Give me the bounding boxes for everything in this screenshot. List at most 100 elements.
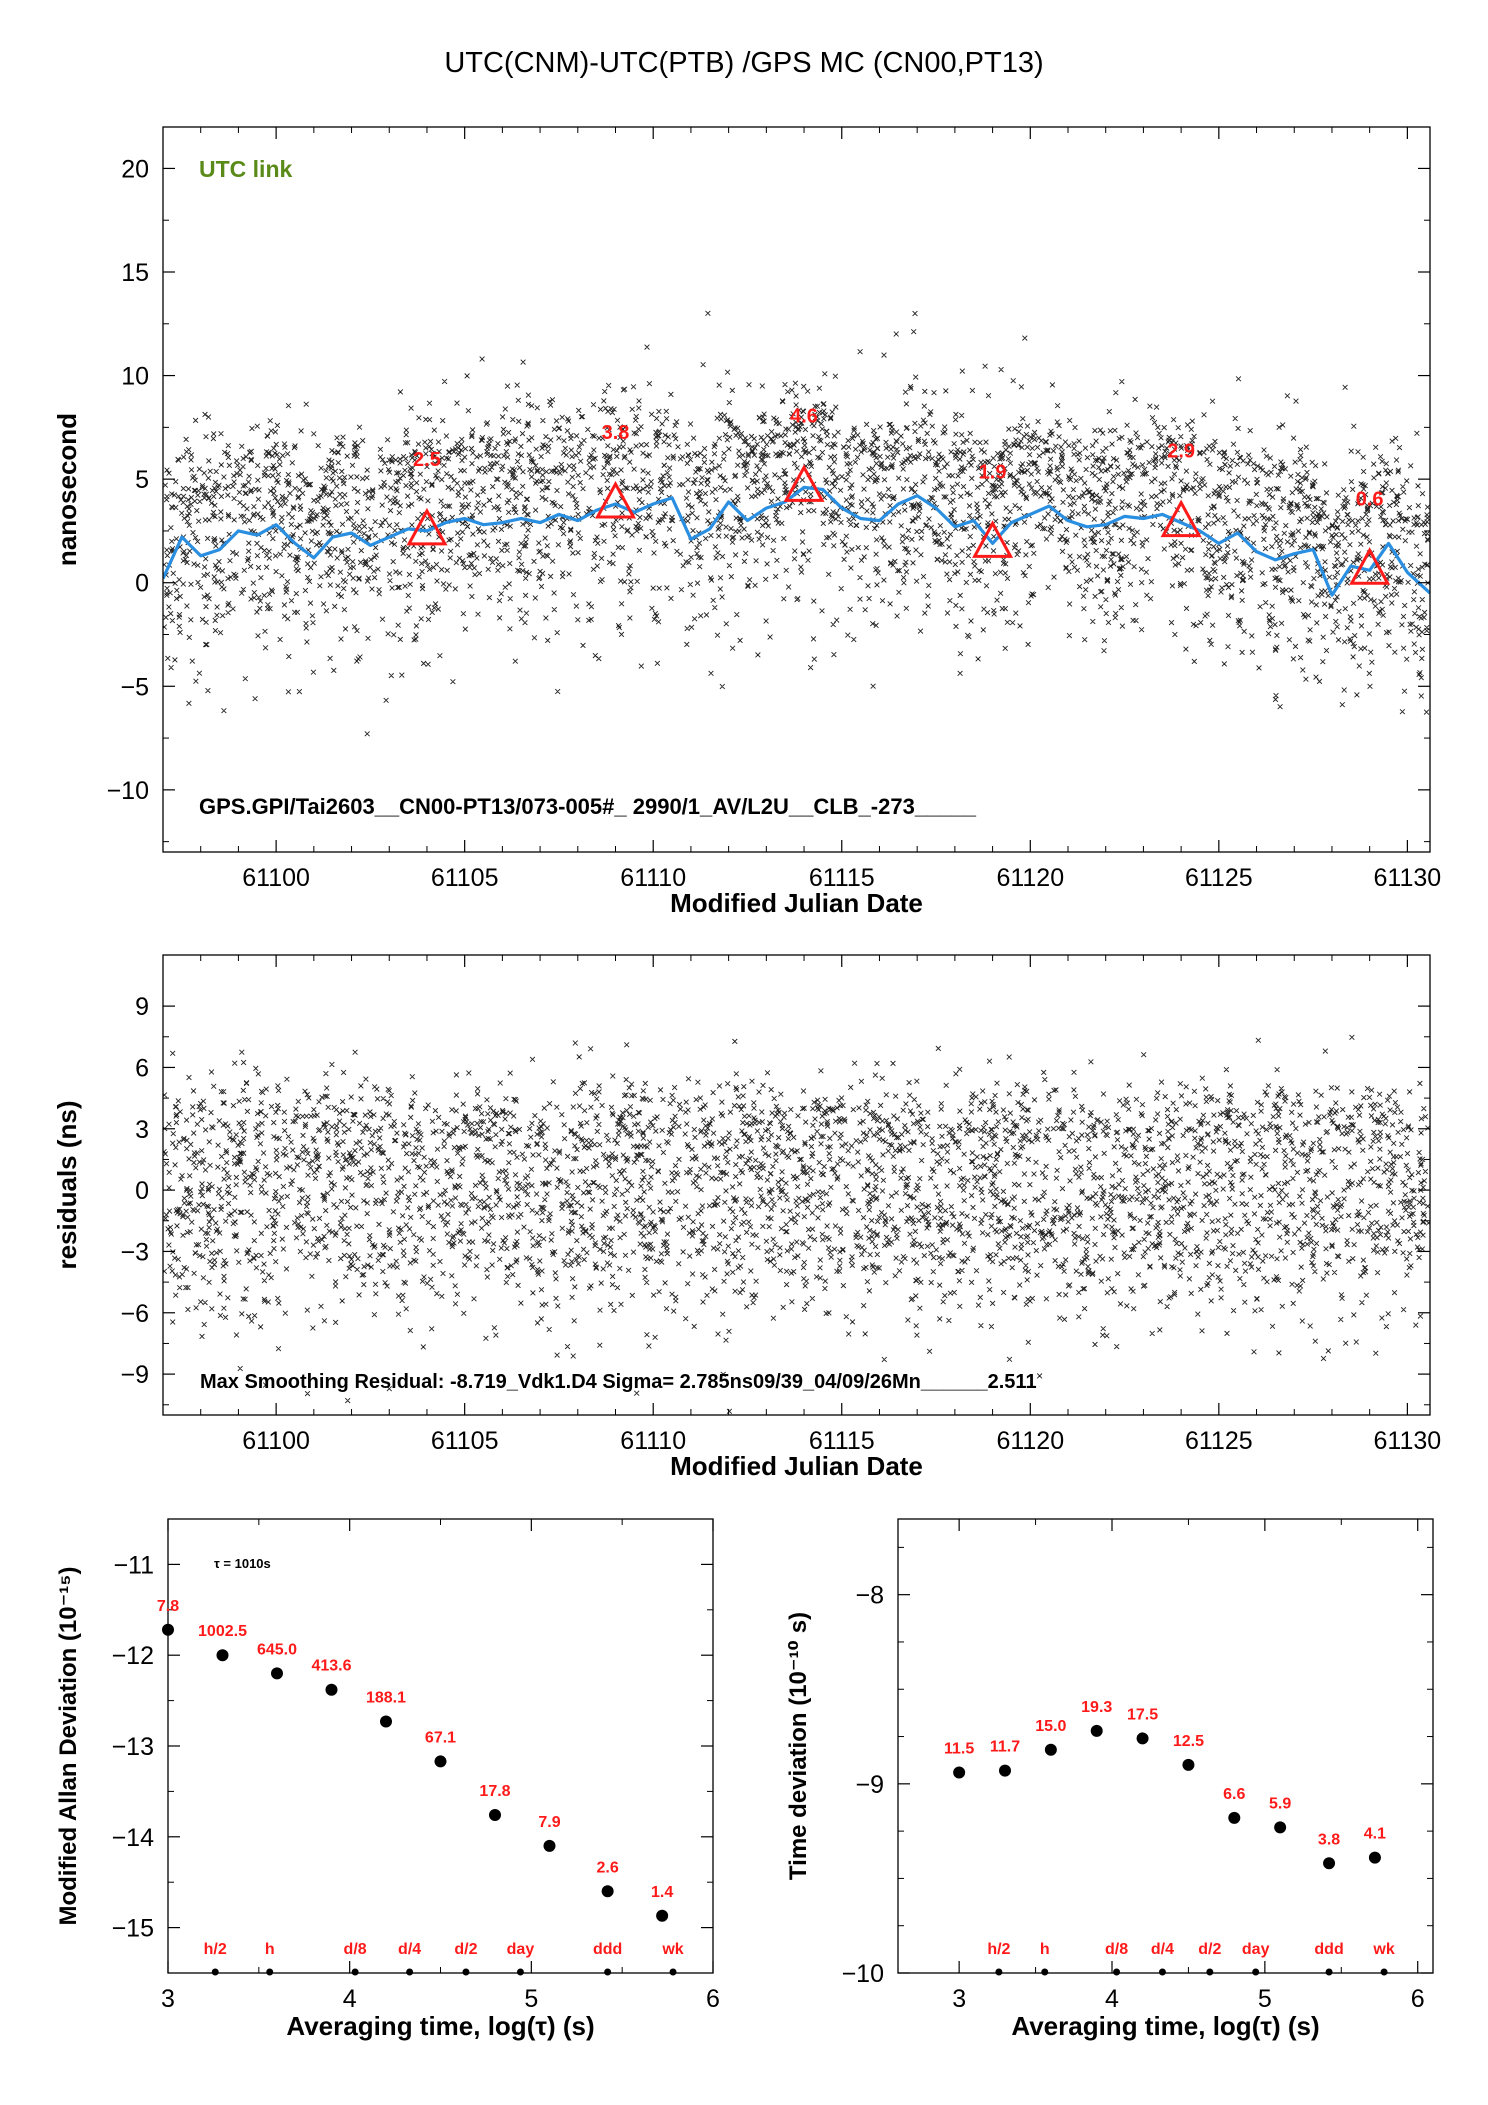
deviation-point-label: 19.3 [1081, 1699, 1112, 1716]
x-tick-label: 61105 [431, 1427, 499, 1455]
deviation-point [999, 1764, 1011, 1777]
deviation-point-label: 2.6 [597, 1859, 619, 1876]
deviation-point [489, 1809, 501, 1822]
main-marker-triangle [1160, 499, 1202, 538]
resid-scatter-group [163, 1034, 1430, 1415]
x-tick-label: 6 [706, 1985, 720, 2013]
deviation-point-label: 67.1 [425, 1729, 456, 1746]
y-tick-label: −3 [120, 1238, 149, 1266]
deviation-point [1228, 1811, 1241, 1824]
time-mark-dot [1325, 1968, 1333, 1976]
dev-x-axis-label: Averaging time, log(τ) (s) [1011, 2011, 1319, 2041]
y-tick-label: 6 [135, 1054, 149, 1082]
y-tick-label: 0 [135, 570, 149, 598]
x-tick-label: 61100 [242, 864, 310, 892]
main-x-axis-label: Modified Julian Date [670, 888, 923, 918]
x-tick-label: 61115 [809, 864, 875, 892]
x-tick-label: 3 [952, 1985, 966, 2013]
tau-note: τ = 1010s [214, 1556, 271, 1571]
main-marker-label: 3.8 [602, 422, 630, 444]
time-mark-dot [1041, 1968, 1049, 1976]
y-tick-label: −9 [855, 1771, 884, 1799]
main-tag-label: UTC link [199, 156, 292, 182]
figure-title: UTC(CNM)-UTC(PTB) /GPS MC (CN00,PT13) [444, 47, 1043, 79]
y-tick-label: −10 [842, 1960, 884, 1988]
chart-main-time-series: 2.5 3.8 4.6 1.9 2.9 0.6 61100 61105 61110 61115 61… [52, 126, 1441, 918]
deviation-point-label: 4.1 [1364, 1826, 1386, 1843]
y-tick-label: 0 [135, 1177, 149, 1205]
deviation-point [271, 1667, 283, 1680]
time-mark-label: day [507, 1941, 535, 1958]
deviation-point-label: 11.5 [944, 1740, 974, 1757]
deviation-point [1323, 1857, 1336, 1870]
x-tick-label: 61125 [1185, 1427, 1253, 1455]
time-mark-label: wk [661, 1941, 683, 1958]
dev-y-axis-label: Time deviation (10⁻¹⁰ s) [785, 1612, 812, 1880]
deviation-point [325, 1683, 338, 1696]
x-tick-label: 6 [1411, 1985, 1425, 2013]
y-tick-label: 10 [121, 363, 149, 391]
resid-footer-text: Max Smoothing Residual: -8.719_Vdk1.D4 S… [200, 1371, 1037, 1393]
y-tick-label: −12 [112, 1642, 154, 1670]
y-tick-label: −10 [107, 777, 149, 805]
deviation-point-label: 6.6 [1223, 1786, 1245, 1803]
deviation-point [1136, 1732, 1149, 1745]
deviation-point [1090, 1724, 1103, 1737]
time-mark-dot [1113, 1968, 1121, 1976]
x-tick-label: 61120 [996, 1427, 1064, 1455]
deviation-point-label: 12.5 [1173, 1733, 1204, 1750]
time-mark-dot [516, 1968, 524, 1976]
time-mark-label: d/2 [1198, 1941, 1221, 1958]
deviation-point-label: 7.8 [157, 1598, 179, 1615]
time-mark-label: h/2 [987, 1941, 1010, 1958]
time-mark-dot [1380, 1968, 1388, 1976]
deviation-point-label: 11.7 [990, 1739, 1020, 1756]
deviation-point [1182, 1758, 1195, 1771]
main-marker-triangle [406, 507, 448, 546]
main-marker-triangle [972, 520, 1014, 558]
y-tick-label: −14 [112, 1824, 155, 1852]
time-mark-dot [462, 1968, 470, 1976]
main-marker-triangle [783, 464, 825, 502]
time-mark-label: day [1242, 1941, 1270, 1958]
x-tick-label: 5 [1258, 1985, 1272, 2013]
time-mark-label: d/8 [344, 1941, 367, 1958]
deviation-point-label: 1.4 [651, 1884, 673, 1901]
main-scatter-group [163, 310, 1430, 737]
time-mark-label: h [265, 1941, 275, 1958]
x-tick-label: 61105 [431, 864, 499, 892]
deviation-point-label: 7.9 [538, 1814, 560, 1831]
deviation-point [656, 1909, 669, 1922]
deviation-point-label: 413.6 [311, 1658, 351, 1675]
dev-x-axis-label: Averaging time, log(τ) (s) [286, 2011, 594, 2041]
resid-scatter-points [163, 1034, 1430, 1415]
y-tick-label: −8 [855, 1582, 884, 1610]
x-tick-label: 61115 [809, 1427, 875, 1455]
time-mark-dot [351, 1968, 359, 1976]
chart-time-deviation: 3 4 5 6 −8 −9 −10 11.5 11.7 15.0 19.3 17.5 12.5 6.6 5.… [785, 1518, 1434, 2041]
deviation-point [434, 1755, 447, 1768]
time-mark-label: h/2 [204, 1941, 227, 1958]
time-mark-dot [1252, 1968, 1260, 1976]
x-tick-label: 61120 [996, 864, 1064, 892]
y-tick-label: 5 [135, 466, 149, 494]
resid-x-axis-label: Modified Julian Date [670, 1451, 923, 1481]
time-mark-label: ddd [1314, 1941, 1343, 1958]
y-tick-label: −11 [113, 1551, 154, 1579]
time-mark-dot [211, 1968, 219, 1976]
main-marker-label: 0.6 [1356, 488, 1384, 510]
x-tick-label: 3 [161, 1985, 175, 2013]
main-marker-triangle [594, 480, 637, 519]
plot-frame [897, 1518, 1434, 1974]
time-mark-label: d/4 [398, 1941, 421, 1958]
time-mark-label: d/8 [1105, 1941, 1128, 1958]
x-tick-label: 4 [343, 1985, 357, 2013]
deviation-point [380, 1715, 392, 1728]
time-mark-label: wk [1372, 1941, 1394, 1958]
time-mark-label: d/2 [454, 1941, 477, 1958]
chart-modified-allan-deviation: 3 4 5 6 −11 −12 −13 −14 −15 7.8 1002.5 645.0 413.6 18… [55, 1518, 720, 2041]
main-y-axis-label: nanosecond [52, 413, 82, 566]
y-tick-label: −5 [120, 673, 149, 701]
main-scatter-points [163, 310, 1430, 737]
deviation-point-label: 645.0 [257, 1641, 297, 1658]
